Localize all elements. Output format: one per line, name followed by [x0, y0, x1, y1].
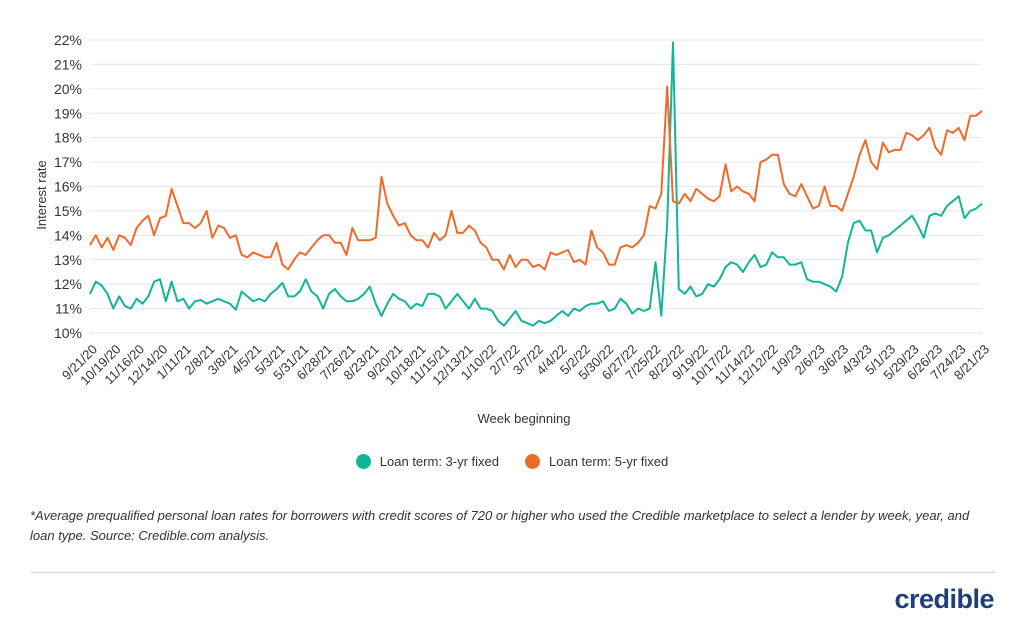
y-tick-label: 17% — [54, 154, 82, 170]
chart-canvas: 10%11%12%13%14%15%16%17%18%19%20%21%22% … — [34, 32, 992, 426]
y-tick-label: 21% — [54, 56, 82, 72]
credible-logo[interactable]: credible — [894, 584, 994, 614]
divider — [30, 572, 996, 573]
series-line-3yr — [89, 41, 983, 327]
line-chart: 10% 11% 12% 13% 14% 15% 16% 17% 18% 19% 20% 21% 22% … — [34, 32, 992, 426]
y-tick-label: 16% — [54, 179, 82, 195]
legend-swatch-3yr — [355, 454, 371, 469]
y-tick-label: 10% — [54, 325, 82, 341]
y-tick-label: 12% — [54, 276, 82, 292]
legend-swatch-5yr — [525, 454, 540, 469]
y-tick-label: 19% — [54, 105, 82, 121]
legend-item-3yr[interactable]: Loan term: 3-yr fixed — [355, 454, 499, 469]
y-tick-label: 15% — [54, 203, 82, 219]
y-tick-label: 20% — [54, 81, 82, 97]
series-line-5yr — [89, 85, 983, 271]
y-axis-title: Interest rate — [34, 160, 49, 229]
y-tick-label: 13% — [54, 252, 82, 268]
y-tick-label: 11% — [55, 301, 82, 317]
y-tick-label: 18% — [54, 130, 82, 146]
chart-footnote: *Average prequalified personal loan rate… — [30, 508, 970, 543]
y-tick-label: 22% — [54, 32, 82, 48]
legend-label-3yr: Loan term: 3-yr fixed — [379, 454, 499, 469]
x-axis-title: Week beginning — [478, 411, 571, 426]
chart-legend: Loan term: 3-yr fixed Loan term: 5-yr fi… — [0, 454, 1024, 469]
legend-item-5yr[interactable]: Loan term: 5-yr fixed — [525, 454, 668, 469]
legend-label-5yr: Loan term: 5-yr fixed — [549, 454, 669, 469]
y-tick-label: 14% — [54, 227, 82, 243]
